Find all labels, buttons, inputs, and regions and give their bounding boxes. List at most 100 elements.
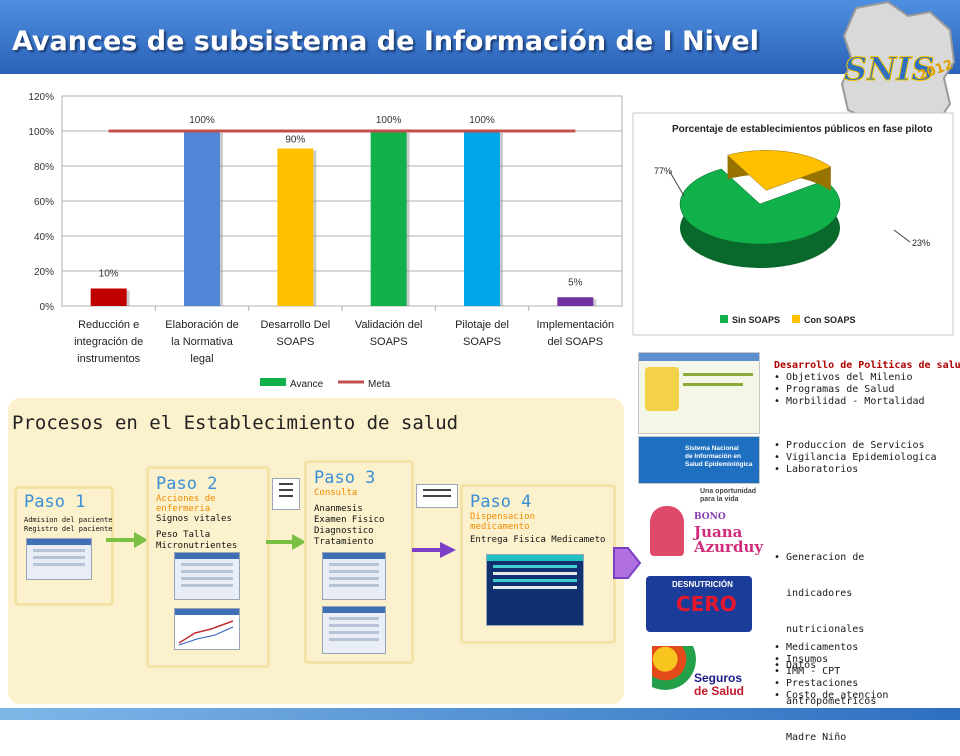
outputs-item: • Morbilidad - Mortalidad [774, 396, 925, 407]
outputs-item: • Programas de Salud [774, 384, 895, 395]
step2: Paso 2 Acciones de enfermeria Signos vit… [156, 474, 237, 552]
x-tick-label: SOAPS [463, 336, 501, 348]
snis-banner-thumbnail: Sistema Nacional de Información en Salud… [638, 436, 760, 484]
step2-title: Paso 2 [156, 474, 218, 494]
seguros-text: Seguros de Salud [694, 672, 744, 698]
pie-value-label: 23% [912, 238, 930, 248]
step4-sub: Dispensacion [470, 512, 536, 522]
step2-screenshot [174, 552, 240, 600]
bono-label: Azurduy [694, 538, 764, 556]
step3-item: Tratamiento [314, 537, 374, 547]
outputs-item: • Insumos [774, 654, 829, 665]
policy-software-thumbnail [638, 352, 760, 434]
x-tick-label: SOAPS [276, 336, 314, 348]
bono-figure-icon [650, 506, 684, 556]
y-tick-label: 60% [34, 197, 54, 208]
outputs-group-2: • Produccion de Servicios • Vigilancia E… [774, 440, 937, 476]
process-title: Procesos en el Establecimiento de salud [12, 412, 459, 434]
x-tick-label: Implementación [537, 319, 615, 331]
bar [370, 131, 407, 306]
arrow-green-2 [266, 534, 306, 550]
soaps-pie-chart: Porcentaje de establecimientos públicos … [632, 112, 954, 336]
x-tick-label: la Normativa [171, 336, 234, 348]
snis-banner-text: Salud Epidemiológica [685, 461, 753, 468]
y-tick-label: 100% [28, 127, 54, 138]
x-tick-label: Desarrollo Del [260, 319, 330, 331]
outputs-item: • Laboratorios [774, 464, 859, 475]
x-tick-label: Pilotaje del [455, 319, 509, 331]
outputs-group-1-header: Desarrollo de Politicas de salud [774, 360, 960, 371]
logo-text: SNIS [844, 50, 934, 88]
bono-thumbnail: Una oportunidad para la vida BONO Juana … [642, 488, 763, 568]
y-tick-label: 80% [34, 162, 54, 173]
outputs-item: • Objetivos del Milenio [774, 372, 913, 383]
outputs-item: indicadores [774, 588, 853, 599]
pie-leader [669, 171, 685, 197]
snis-banner-text: de Información en [685, 453, 741, 460]
step1-screenshot [26, 538, 92, 580]
step1-title: Paso 1 [24, 492, 86, 512]
outputs-group-1: Desarrollo de Politicas de salud • Objet… [774, 360, 960, 408]
bono-tagline: Una oportunidad para la vida [700, 488, 756, 504]
step3: Paso 3 Consulta Ananmesis Examen Fisico … [314, 468, 384, 548]
step3-title: Paso 3 [314, 468, 376, 488]
bar [184, 131, 220, 306]
legend-label: Sin SOAPS [732, 315, 780, 325]
step2-item: Micronutrientes [156, 541, 238, 551]
bono-label: Juana [694, 523, 743, 541]
data-label: 100% [189, 115, 215, 126]
snis-banner-text: Sistema Nacional [685, 445, 739, 452]
data-label: 90% [285, 135, 305, 146]
cero-label: CERO [676, 592, 737, 616]
legend-swatch [720, 315, 728, 323]
purple-chevron-arrow [613, 547, 642, 579]
step2-item: Peso Talla [156, 530, 211, 540]
outputs-group-4: • Medicamentos • Insumos • IMM - CPT • P… [774, 642, 888, 702]
step2-sub: enfermeria [156, 504, 211, 514]
bar [464, 131, 500, 306]
y-tick-label: 0% [40, 302, 55, 313]
step3-screenshot [322, 552, 386, 600]
bono-text: BONO Juana Azurduy [694, 510, 763, 555]
outputs-item: • Produccion de Servicios [774, 440, 925, 451]
step4-item: Entrega Fisica Medicameto [470, 535, 606, 545]
outputs-item: • Datos [774, 660, 817, 671]
data-label: 10% [99, 269, 119, 280]
step1: Paso 1 Admision del paciente Registro de… [24, 492, 113, 534]
legend-label: Meta [368, 379, 391, 390]
step2-graph-screenshot [174, 608, 240, 650]
outputs-item: • Generacion de [774, 552, 865, 563]
x-tick-label: del SOAPS [548, 336, 604, 348]
pie-leader [893, 229, 911, 243]
step3-item: Examen Fisico [314, 515, 385, 525]
prescription-thumbnail [416, 484, 458, 508]
pie-slice-side [680, 168, 840, 268]
pie-value-label: 77% [654, 166, 672, 176]
y-tick-label: 20% [34, 267, 54, 278]
step3-item: Diagnostico [314, 526, 374, 536]
step3-bracket [304, 460, 414, 664]
seguros-figures-icon [652, 646, 696, 690]
step1-bracket [14, 486, 114, 606]
step3-screenshot-2 [322, 606, 386, 654]
process-panel [8, 398, 624, 704]
step4: Paso 4 Dispensacion medicamento Entrega … [470, 492, 605, 546]
outputs-item: • Costo de atencion [774, 690, 889, 701]
x-tick-label: Elaboración de [165, 319, 238, 331]
legend-swatch-avance [260, 378, 286, 386]
step1-item: Registro del paciente [24, 525, 113, 533]
pie-slice [727, 150, 832, 191]
growth-chart-icon [178, 620, 234, 646]
outputs-item: nutricionales [774, 624, 865, 635]
data-label: 100% [376, 115, 402, 126]
slide-title: Avances de subsistema de Información de … [12, 26, 759, 57]
title-bar [0, 0, 960, 74]
legend-label: Avance [290, 379, 324, 390]
arrow-green-1 [106, 532, 148, 548]
pie-chart-title: Porcentaje de establecimientos públicos … [672, 124, 933, 135]
pie-slice [679, 168, 841, 245]
bono-tagline-text: Una oportunidad [700, 488, 756, 495]
avance-bar-chart: 0% 20% 40% 60% 80% 100% 120% 10% 100% 90% 100% 100%… [28, 92, 623, 390]
bar [277, 148, 314, 306]
y-tick-label: 120% [28, 92, 54, 103]
